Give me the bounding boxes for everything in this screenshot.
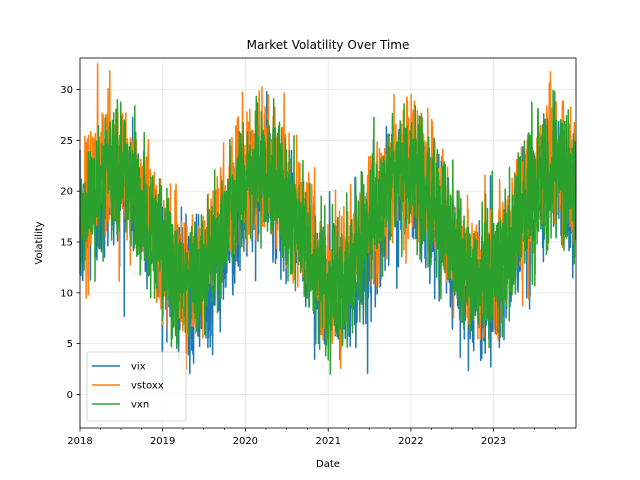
y-tick-label: 0 — [67, 390, 73, 401]
x-tick-label: 2019 — [150, 436, 175, 447]
legend-label-vxn: vxn — [131, 400, 149, 411]
series-lines — [79, 63, 577, 390]
chart-title: Market Volatility Over Time — [247, 38, 410, 52]
y-tick-label: 5 — [67, 339, 73, 350]
x-tick-label: 2022 — [398, 436, 423, 447]
y-tick-label: 20 — [60, 187, 73, 198]
legend-label-vstoxx: vstoxx — [131, 381, 164, 392]
x-axis-label: Date — [316, 459, 340, 470]
x-tick-label: 2018 — [67, 436, 92, 447]
y-tick-label: 25 — [60, 136, 73, 147]
y-tick-label: 30 — [60, 85, 73, 96]
x-tick-label: 2023 — [481, 436, 506, 447]
x-tick-label: 2020 — [233, 436, 258, 447]
legend: vix vstoxx vxn — [86, 351, 187, 422]
y-tick-label: 10 — [60, 288, 73, 299]
series-line-vxn — [79, 89, 577, 375]
y-axis-label: Volatility — [34, 221, 45, 264]
x-tick-label: 2021 — [315, 436, 340, 447]
legend-label-vix: vix — [131, 362, 146, 373]
y-axis-ticks: 0 5 10 15 20 25 30 — [60, 85, 80, 401]
x-axis-ticks: 2018 2019 2020 2021 2022 2023 — [67, 428, 556, 447]
y-tick-label: 15 — [60, 237, 73, 248]
